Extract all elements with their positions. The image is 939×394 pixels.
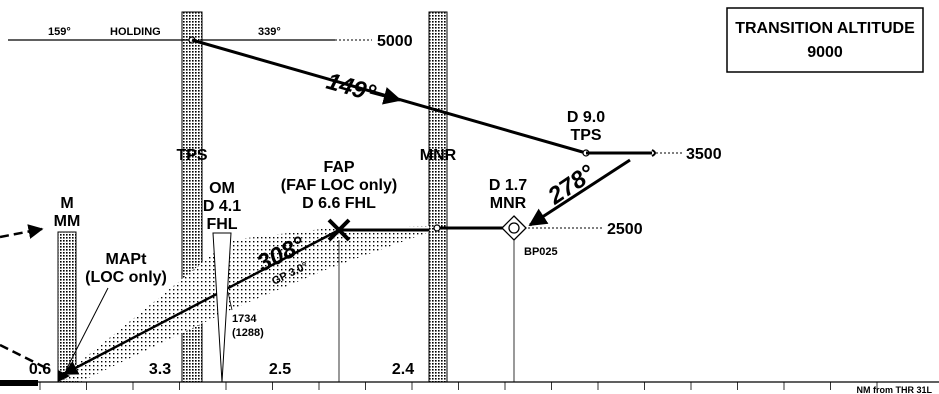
distance-segment-3: 2.5	[269, 361, 291, 378]
holding-label: HOLDING	[110, 26, 161, 38]
tps-fix-line2: TPS	[570, 127, 601, 144]
mnr-fix-line1: D 1.7	[489, 177, 527, 194]
mnr-fix-line2: MNR	[490, 195, 527, 212]
mnr-beacon-tower	[428, 11, 448, 383]
scale-ticks	[39, 382, 878, 390]
holding-altitude: 5000	[377, 33, 413, 50]
middle-marker: M MM	[0, 195, 81, 239]
mm-line1: M	[60, 195, 73, 212]
fap-line3: D 6.6 FHL	[302, 195, 376, 212]
scale-label: NM from THR 31L	[856, 385, 932, 394]
mapt-line1: MAPt	[106, 251, 148, 268]
mapt: MAPt (LOC only)	[0, 251, 167, 382]
tps-fix-altitude: 3500	[686, 146, 722, 163]
distance-segment-2: 3.3	[149, 361, 171, 378]
holding-inbound-course: 159°	[48, 26, 71, 38]
mapt-line2: (LOC only)	[85, 269, 167, 286]
om-line3: FHL	[206, 216, 237, 233]
descent-course-label: 149°	[323, 68, 379, 108]
fap-fix: FAP (FAF LOC only) D 6.6 FHL	[281, 159, 429, 382]
mnr-fix-name: BP025	[524, 246, 558, 258]
transition-altitude-title: TRANSITION ALTITUDE	[735, 20, 915, 37]
intermediate-segment: 278° 2500 D 1.7 MNR BP025	[433, 158, 643, 382]
distance-scale: NM from THR 31L	[0, 380, 939, 394]
om-line1: OM	[209, 180, 235, 197]
om-height-line1: 1734	[232, 313, 257, 325]
om-height-line2: (1288)	[232, 327, 264, 339]
fap-line1: FAP	[323, 159, 354, 176]
mnr-fix-altitude: 2500	[607, 221, 643, 238]
tps-beacon-label: TPS	[176, 147, 207, 164]
outer-marker: OM D 4.1 FHL 1734 (1288)	[203, 180, 264, 383]
distance-segment-1: 0.6	[29, 361, 51, 378]
fap-line2: (FAF LOC only)	[281, 177, 397, 194]
holding-outbound-course: 339°	[258, 26, 281, 38]
middle-marker-tower	[57, 231, 77, 383]
transition-altitude-box: TRANSITION ALTITUDE 9000	[726, 7, 924, 73]
distance-segment-4: 2.4	[392, 361, 414, 378]
final-approach-shading	[60, 226, 429, 382]
om-line2: D 4.1	[203, 198, 241, 215]
waypoint-icon	[501, 215, 527, 241]
mm-line2: MM	[54, 213, 81, 230]
segment-distances: 0.6 3.3 2.5 2.4	[29, 361, 414, 378]
mnr-beacon-label: MNR	[420, 147, 457, 164]
tps-fix-line1: D 9.0	[567, 109, 605, 126]
descent-segment: 149° 3500 D 9.0 TPS	[191, 38, 722, 163]
intermediate-course-label: 278°	[542, 160, 599, 211]
transition-altitude-value: 9000	[807, 44, 843, 61]
